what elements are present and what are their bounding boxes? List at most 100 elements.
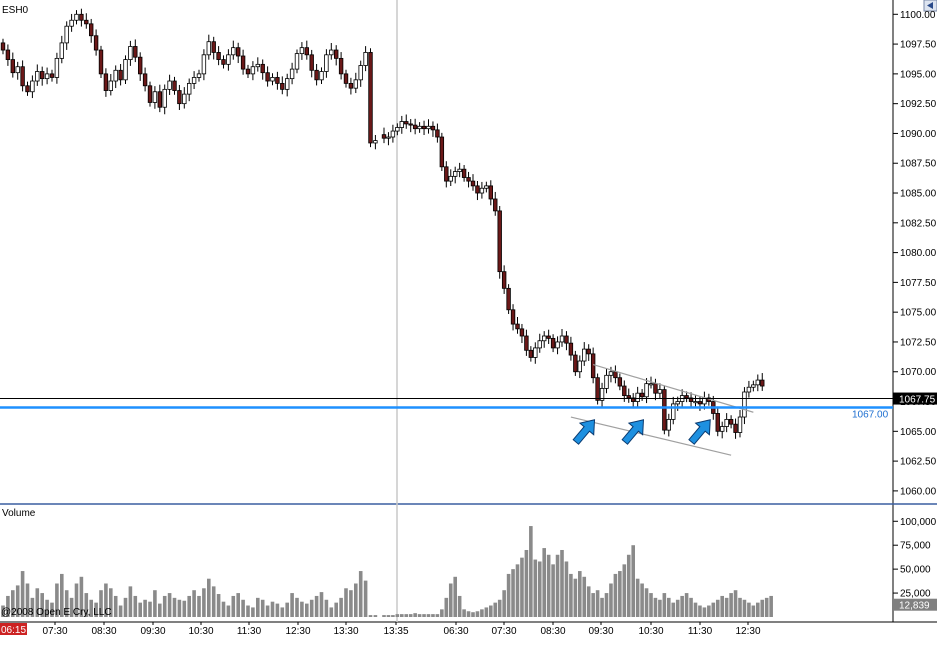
volume-bar xyxy=(285,602,289,617)
volume-bar xyxy=(622,564,627,617)
candle-body xyxy=(461,168,467,178)
time-axis: 07:30 08:30 09:30 10:30 11:30 12:30 13:30 13:35… xyxy=(42,622,761,637)
arrow-icon xyxy=(572,419,596,445)
candle-body xyxy=(586,348,591,355)
time-tick-label: 13:35 xyxy=(383,626,408,637)
candle xyxy=(255,57,260,72)
price-tick-label: 1095.00 xyxy=(900,69,937,80)
candle xyxy=(568,336,574,361)
candle xyxy=(662,385,667,435)
volume-bar xyxy=(497,599,502,617)
candle xyxy=(533,342,538,364)
volume-bar xyxy=(613,573,618,617)
candle xyxy=(546,329,551,344)
candle-body xyxy=(157,91,162,108)
volume-bar xyxy=(555,554,560,617)
volume-bar xyxy=(349,590,353,617)
candle xyxy=(363,46,368,72)
volume-bar xyxy=(182,600,187,617)
candle-body xyxy=(662,389,667,431)
volume-bar xyxy=(511,569,515,617)
price-tick-label: 1090.00 xyxy=(900,129,937,140)
candle-body xyxy=(89,23,94,37)
volume-bar xyxy=(113,595,118,617)
candle-body xyxy=(133,46,138,58)
candle xyxy=(167,74,172,95)
volume-bar xyxy=(626,554,631,617)
candle-body xyxy=(519,328,525,337)
candle-body xyxy=(270,77,275,82)
volume-bar xyxy=(309,599,314,617)
candle-body xyxy=(245,68,251,75)
time-tick-label: 08:30 xyxy=(91,626,116,637)
volume-bar xyxy=(569,573,573,617)
volume-bar xyxy=(631,545,635,617)
candle xyxy=(250,61,256,81)
candle xyxy=(226,49,231,71)
candle-body xyxy=(54,57,60,78)
volume-bar xyxy=(582,576,587,617)
candle xyxy=(720,421,725,439)
volume-bar xyxy=(457,595,462,617)
volume-bar xyxy=(720,595,724,617)
volume-bar xyxy=(644,588,649,617)
candle-body xyxy=(666,419,671,431)
candle-body xyxy=(373,140,378,144)
volume-bar xyxy=(192,590,196,617)
volume-bar xyxy=(138,602,142,617)
candle xyxy=(231,40,236,60)
volume-bar xyxy=(711,602,716,617)
candle-body xyxy=(5,49,11,60)
volume-bar xyxy=(241,599,245,617)
volume-bar xyxy=(382,615,386,617)
candle-body xyxy=(457,168,462,172)
candle-body xyxy=(657,389,663,394)
time-tick-label: 09:30 xyxy=(588,626,613,637)
volume-bar xyxy=(448,583,453,617)
candle xyxy=(626,388,631,403)
arrow-shape xyxy=(572,419,596,445)
volume-bar xyxy=(662,593,667,617)
candle xyxy=(439,132,445,171)
volume-bar xyxy=(698,605,702,617)
volume-bar xyxy=(55,583,59,617)
candle xyxy=(404,114,409,129)
volume-bar xyxy=(671,602,676,617)
candle xyxy=(475,180,480,201)
collapse-icon[interactable] xyxy=(923,0,937,12)
candle-body xyxy=(191,77,197,84)
candle xyxy=(519,323,525,344)
candle xyxy=(235,42,241,64)
candle xyxy=(324,49,329,78)
symbol-label: ESH0 xyxy=(2,5,29,16)
candle xyxy=(737,409,743,438)
volume-bar xyxy=(265,605,270,617)
volume-bar xyxy=(231,595,236,617)
candle-body xyxy=(275,77,280,84)
candle xyxy=(221,55,226,69)
candle-body xyxy=(103,73,109,91)
candle xyxy=(93,29,99,56)
volume-bar xyxy=(604,593,609,617)
price-tick-label: 1065.00 xyxy=(900,427,937,438)
candle-body xyxy=(329,49,334,56)
volume-bar xyxy=(542,548,546,617)
volume-bar xyxy=(751,605,756,617)
candle-body xyxy=(284,78,290,90)
volume-bar xyxy=(466,611,471,617)
candle-body xyxy=(201,54,207,75)
volume-bar xyxy=(689,597,693,617)
candle-body xyxy=(550,337,556,349)
candle xyxy=(89,18,94,43)
candle xyxy=(582,342,587,366)
volume-bar xyxy=(99,590,103,617)
volume-bar xyxy=(20,571,25,617)
candle-body xyxy=(118,69,123,81)
candle xyxy=(10,52,15,78)
candle-body xyxy=(751,384,756,388)
volume-bar xyxy=(256,597,260,617)
candle xyxy=(113,65,118,89)
candle-body xyxy=(631,397,636,402)
overlays: 1067.00 1067.75 xyxy=(0,364,937,456)
candle xyxy=(550,334,556,353)
